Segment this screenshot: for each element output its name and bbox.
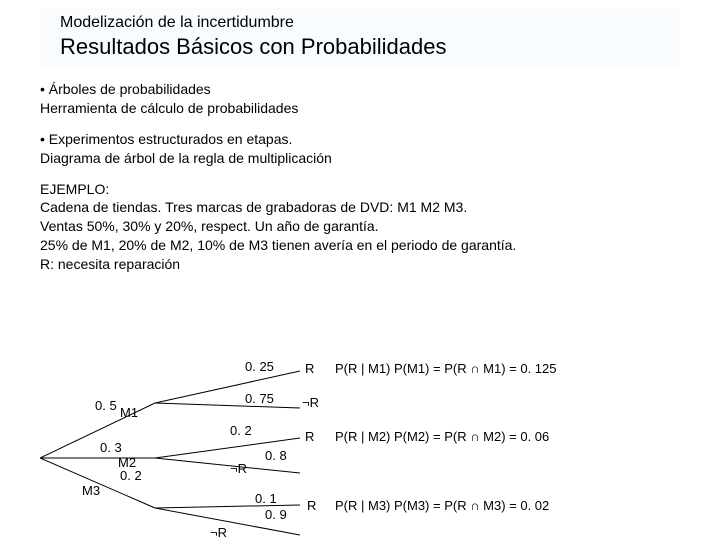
example-line-2: Ventas 50%, 30% y 20%, respect. Un año d… (40, 218, 379, 234)
leaf-m2-nr: ¬R (230, 461, 247, 476)
example-line-3: 25% de M1, 20% de M2, 10% de M3 tienen a… (40, 237, 516, 253)
label-p-nr-m1: 0. 75 (245, 391, 274, 406)
node-m2: M2 (118, 455, 136, 470)
leaf-m3-r: R (307, 498, 316, 513)
leaf-m1-nr: ¬R (302, 395, 319, 410)
label-p-r-m3: 0. 1 (255, 491, 277, 506)
edge-m1-r (155, 371, 300, 403)
formula-m2: P(R | M2) P(M2) = P(R ∩ M2) = 0. 06 (335, 429, 549, 444)
header-block: Modelización de la incertidumbre Resulta… (40, 8, 680, 66)
label-p-nr-m2: 0. 8 (265, 448, 287, 463)
example-label: EJEMPLO: (40, 181, 109, 197)
label-p-r-m1: 0. 25 (245, 359, 274, 374)
label-p-r-m2: 0. 2 (230, 423, 252, 438)
label-p-nr-m3: 0. 9 (265, 507, 287, 522)
bullet-2-sub: Diagrama de árbol de la regla de multipl… (40, 150, 332, 166)
bullet-1: • Árboles de probabilidades (40, 81, 211, 97)
body-text: • Árboles de probabilidades Herramienta … (40, 80, 680, 274)
bullet-1-sub: Herramienta de cálculo de probabilidades (40, 100, 298, 116)
label-p-m1: 0. 5 (95, 398, 117, 413)
label-p-m3: 0. 2 (120, 468, 142, 483)
leaf-m3-nr: ¬R (210, 525, 227, 540)
example-line-4: R: necesita reparación (40, 256, 180, 272)
probability-tree: 0. 5 0. 3 0. 2 M1 M2 M3 0. 25 R 0. 75 ¬R… (40, 343, 700, 543)
page-title: Resultados Básicos con Probabilidades (60, 34, 660, 60)
supertitle: Modelización de la incertidumbre (60, 14, 660, 32)
label-p-m2: 0. 3 (100, 440, 122, 455)
node-m1: M1 (120, 405, 138, 420)
edge-m1-nr (155, 403, 300, 408)
example-line-1: Cadena de tiendas. Tres marcas de grabad… (40, 199, 467, 215)
leaf-m2-r: R (305, 429, 314, 444)
bullet-2: • Experimentos estructurados en etapas. (40, 131, 292, 147)
formula-m3: P(R | M3) P(M3) = P(R ∩ M3) = 0. 02 (335, 498, 549, 513)
leaf-m1-r: R (305, 361, 314, 376)
node-m3: M3 (82, 483, 100, 498)
formula-m1: P(R | M1) P(M1) = P(R ∩ M1) = 0. 125 (335, 361, 557, 376)
